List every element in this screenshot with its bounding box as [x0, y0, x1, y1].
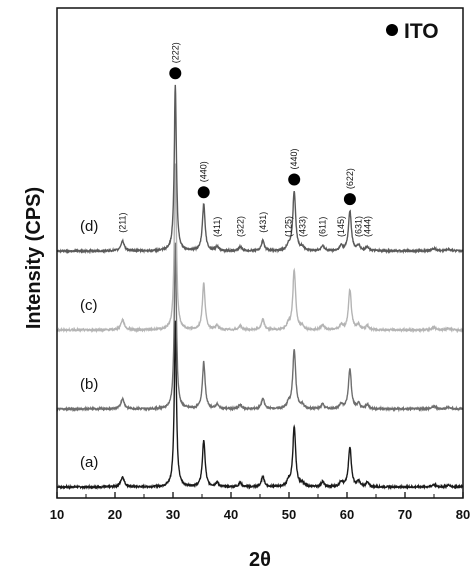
hkl-label: (211) — [118, 212, 128, 232]
x-tick-label: 70 — [398, 507, 412, 522]
series-label-d: (d) — [80, 218, 98, 235]
hkl-label: (444) — [362, 216, 372, 237]
legend-ito-marker — [386, 24, 398, 36]
xrd-curves — [56, 84, 464, 491]
hkl-label: (222) — [170, 42, 180, 63]
x-tick-label: 10 — [50, 507, 64, 522]
hkl-label: (440) — [289, 148, 299, 169]
hkl-label: (322) — [235, 216, 245, 237]
hkl-label: (440) — [199, 161, 209, 182]
x-tick-label: 80 — [456, 507, 470, 522]
x-axis-ticks: 10 20 30 40 50 60 70 80 — [50, 492, 470, 522]
hkl-label: (631) — [354, 216, 364, 237]
x-tick-label: 30 — [166, 507, 180, 522]
x-tick-label: 50 — [282, 507, 296, 522]
hkl-label: (622) — [345, 168, 355, 189]
curve-labels: (a) (b) (c) (d) — [80, 218, 98, 471]
hkl-label: (611) — [318, 217, 328, 237]
y-axis-label: Intensity (CPS) — [23, 187, 45, 329]
hkl-label: (145) — [336, 216, 346, 237]
series-label-c: (c) — [80, 297, 98, 314]
legend-ito-label: ITO — [404, 20, 439, 43]
x-tick-label: 40 — [224, 507, 238, 522]
ito-peak-marker — [197, 186, 210, 199]
series-line-b — [56, 242, 464, 413]
hkl-labels: (211) (222) (440) (411) (322) (431) (125) (440)… — [118, 42, 373, 237]
plot-frame — [56, 7, 464, 499]
x-axis-label: 2θ — [249, 549, 271, 571]
x-tick-label: 60 — [340, 507, 354, 522]
ito-peak-marker — [343, 193, 356, 206]
hkl-label: (125) — [283, 216, 293, 237]
series-line-c — [56, 163, 464, 334]
ito-markers — [169, 67, 356, 206]
series-line-d — [56, 84, 464, 255]
series-label-b: (b) — [80, 376, 98, 393]
x-tick-label: 20 — [108, 507, 122, 522]
ito-peak-marker — [288, 173, 301, 186]
legend: ITO — [386, 20, 439, 43]
hkl-label: (411) — [212, 217, 222, 237]
hkl-label: (431) — [258, 212, 268, 233]
series-line-a — [56, 320, 464, 491]
hkl-label: (433) — [297, 216, 307, 237]
series-label-a: (a) — [80, 454, 98, 471]
ito-peak-marker — [169, 67, 182, 80]
